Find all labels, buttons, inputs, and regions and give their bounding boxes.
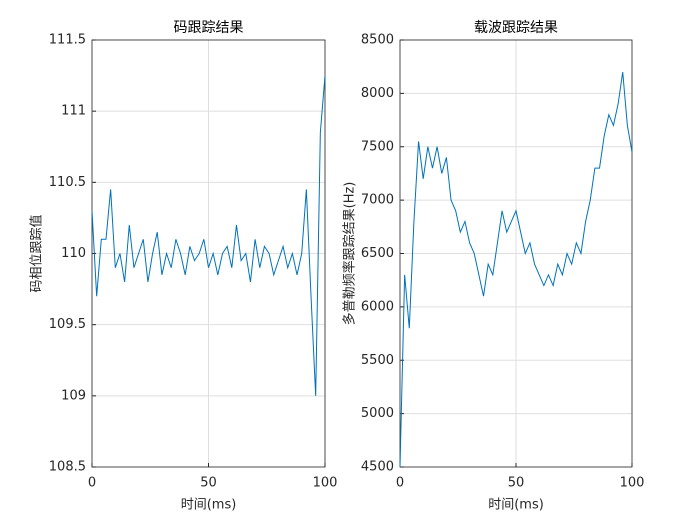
- plot-frame: [91, 39, 326, 468]
- y-tick-label: 109.5: [49, 317, 86, 332]
- y-tick-label: 109: [61, 388, 86, 403]
- y-tick-label: 8000: [361, 86, 394, 101]
- x-tick-label: 50: [200, 476, 217, 491]
- y-tick-label: 6500: [361, 246, 394, 261]
- x-tick-label: 0: [396, 476, 404, 491]
- y-tick-label: 110.5: [49, 175, 86, 190]
- y-tick-label: 110: [61, 246, 86, 261]
- y-tick-label: 8500: [361, 33, 394, 48]
- chart-title: 载波跟踪结果: [474, 20, 558, 36]
- x-axis-label: 时间(ms): [181, 498, 237, 513]
- y-tick-label: 7000: [361, 193, 394, 208]
- y-tick-label: 4500: [361, 460, 394, 475]
- x-axis-label: 时间(ms): [488, 498, 544, 513]
- y-axis-label: 码相位跟踪值: [29, 214, 45, 292]
- y-tick-label: 6000: [361, 299, 394, 314]
- y-tick-label: 7500: [361, 139, 394, 154]
- y-axis-label: 多普勒频率跟踪结果(Hz): [342, 182, 358, 326]
- chart-title: 码跟踪结果: [174, 20, 244, 36]
- plot-frame: [399, 39, 633, 468]
- y-tick-label: 108.5: [49, 460, 86, 475]
- data-line: [399, 71, 633, 468]
- x-tick-label: 0: [88, 476, 96, 491]
- y-tick-label: 111.5: [49, 33, 86, 48]
- x-tick-label: 100: [620, 476, 645, 491]
- y-tick-label: 111: [61, 104, 86, 119]
- y-tick-label: 5000: [361, 406, 394, 421]
- data-line: [91, 75, 326, 396]
- x-tick-label: 50: [508, 476, 525, 491]
- x-tick-label: 100: [313, 476, 338, 491]
- y-tick-label: 5500: [361, 353, 394, 368]
